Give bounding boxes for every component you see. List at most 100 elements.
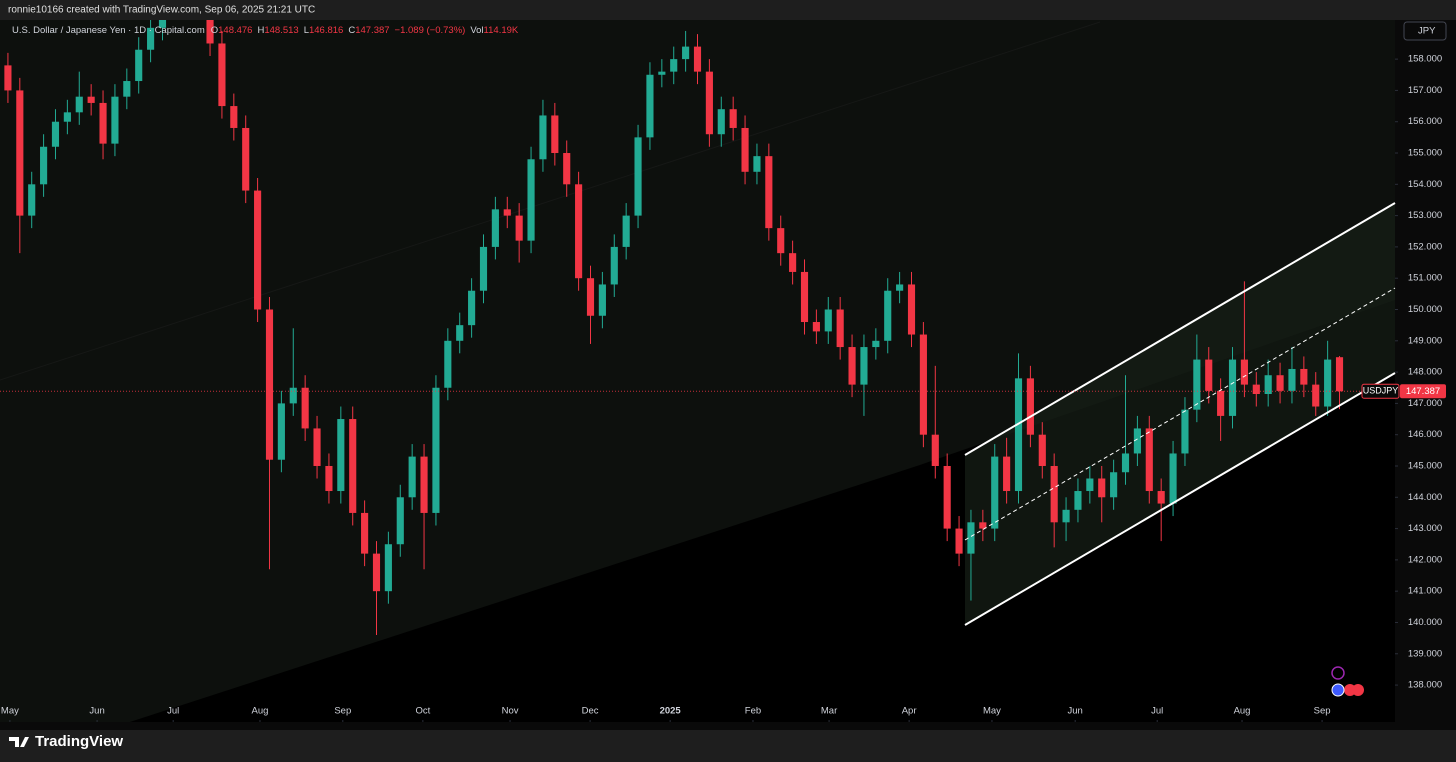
candle-body <box>1145 428 1153 492</box>
candle-body <box>1193 359 1201 410</box>
candle-body <box>765 156 773 229</box>
candle-body <box>1324 359 1332 407</box>
price-tag: 147.387 <box>1406 386 1440 397</box>
x-tick-label: Jun <box>1068 706 1083 717</box>
candle-body <box>860 347 868 385</box>
candle-body <box>979 522 987 529</box>
candle-body <box>123 81 131 97</box>
legend-value: 114.19K <box>484 25 519 36</box>
legend-value: 148.513 <box>264 25 298 36</box>
candle-body <box>87 96 95 103</box>
candle-body <box>361 512 369 554</box>
candle-body <box>51 121 60 147</box>
candle-body <box>408 456 416 498</box>
candle-body <box>919 334 927 435</box>
y-tick-label: 154.000 <box>1408 179 1442 190</box>
x-tick-label: May <box>983 706 1001 717</box>
legend-key: H <box>257 25 264 36</box>
x-tick-label: Mar <box>821 706 837 717</box>
candle-body <box>693 46 702 72</box>
x-tick-label: Dec <box>582 706 599 717</box>
candle-body <box>1133 428 1141 454</box>
event-icon <box>1331 683 1345 697</box>
candle-body <box>515 215 523 241</box>
x-tick-label: Oct <box>415 706 430 717</box>
legend-change: −1.089 (−0.73%) <box>395 25 466 36</box>
x-tick-label: Apr <box>902 706 917 717</box>
x-tick-label: Nov <box>502 706 519 717</box>
candle-body <box>907 284 916 335</box>
candle-body <box>753 156 761 172</box>
candle-body <box>1098 478 1106 498</box>
candle-body <box>1240 359 1248 385</box>
candle-body <box>586 278 595 316</box>
candle-body <box>1205 359 1213 391</box>
candle-body <box>884 290 892 341</box>
legend-key: O <box>211 25 218 36</box>
header: ronnie10166 created with TradingView.com… <box>8 5 315 16</box>
y-tick-label: 139.000 <box>1408 648 1442 659</box>
candle-body <box>1110 472 1118 498</box>
ray-region <box>0 20 1395 722</box>
candle-body <box>539 115 547 160</box>
channel-upper <box>964 202 1396 456</box>
candle-body <box>1335 357 1344 392</box>
x-tick-label: Jun <box>89 706 104 717</box>
y-tick-label: 156.000 <box>1408 116 1442 127</box>
event-icon <box>1331 666 1345 680</box>
candle-body <box>717 109 725 135</box>
y-tick-label: 152.000 <box>1408 241 1442 252</box>
candle-body <box>1288 368 1296 391</box>
candle-body <box>289 387 297 404</box>
x-tick-label: Feb <box>745 706 761 717</box>
x-tick-label: Sep <box>1314 706 1331 717</box>
candle-body <box>491 209 499 247</box>
candle-body <box>349 419 357 513</box>
candle-body <box>254 190 262 310</box>
legend-value: 147.387 <box>355 25 389 36</box>
y-tick-label: 155.000 <box>1408 148 1442 159</box>
candle-body <box>206 20 214 44</box>
candle-body <box>1252 384 1260 395</box>
candle-body <box>1014 378 1023 492</box>
candle-body <box>111 96 119 144</box>
event-icon <box>1344 684 1356 696</box>
currency[interactable]: JPY <box>1418 26 1436 37</box>
candles <box>4 20 1344 635</box>
candle-body <box>646 74 654 138</box>
x-tick-label: Aug <box>252 706 269 717</box>
candle-body <box>705 71 713 135</box>
price-tag-box <box>1400 384 1446 399</box>
legend-value: 148.476 <box>218 25 252 36</box>
currency-box[interactable] <box>1403 21 1447 41</box>
candle-body <box>1300 368 1308 385</box>
y-tick-label: 147.000 <box>1408 398 1442 409</box>
candle-body <box>1038 434 1046 466</box>
brand: TradingView <box>35 733 123 750</box>
candle-body <box>396 497 404 545</box>
symbol-tag-box <box>1361 383 1400 399</box>
candle-body <box>28 184 36 216</box>
faint-ray <box>0 21 1101 381</box>
candle-body <box>931 434 939 466</box>
y-tick-label: 158.000 <box>1408 54 1442 65</box>
candle-body <box>658 71 666 75</box>
candle-body <box>527 159 535 241</box>
candle-body <box>836 309 844 348</box>
candle-body <box>384 544 392 592</box>
candle-body <box>1050 465 1058 523</box>
y-tick-label: 151.000 <box>1408 273 1442 284</box>
y-tick-label: 148.000 <box>1408 367 1442 378</box>
candle-body <box>1181 409 1189 454</box>
candle-body <box>1312 384 1320 407</box>
y-tick-label: 142.000 <box>1408 554 1442 565</box>
channel-fill <box>965 203 1395 625</box>
candle-body <box>325 465 333 492</box>
candle-body <box>729 109 737 128</box>
channel-lower <box>964 372 1396 626</box>
candle-body <box>277 403 285 460</box>
candle-body <box>955 528 963 554</box>
candle-body <box>1276 375 1284 391</box>
candle-body <box>848 347 856 385</box>
channel <box>964 202 1396 626</box>
